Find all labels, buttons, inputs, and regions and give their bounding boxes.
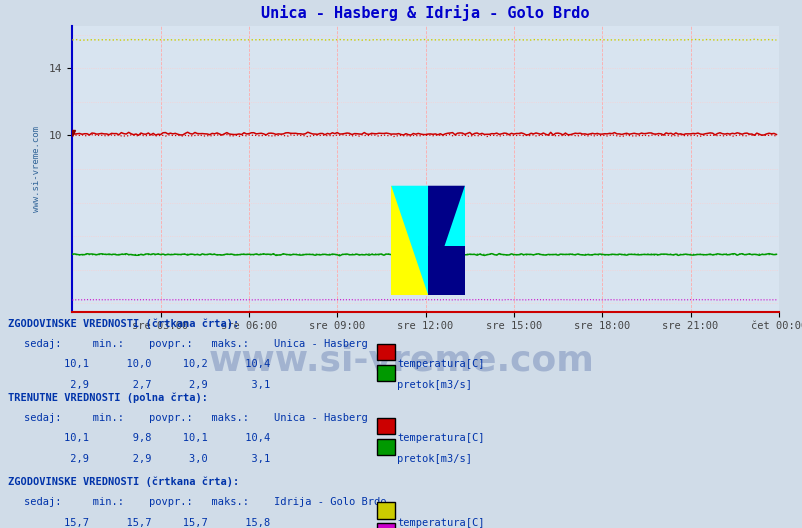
Polygon shape bbox=[427, 186, 464, 295]
Text: TRENUTNE VREDNOSTI (polna črta):: TRENUTNE VREDNOSTI (polna črta): bbox=[8, 392, 208, 402]
Text: ZGODOVINSKE VREDNOSTI (črtkana črta):: ZGODOVINSKE VREDNOSTI (črtkana črta): bbox=[8, 476, 239, 487]
Text: 10,1      10,0     10,2      10,4: 10,1 10,0 10,2 10,4 bbox=[64, 359, 270, 369]
Text: ZGODOVINSKE VREDNOSTI (črtkana črta):: ZGODOVINSKE VREDNOSTI (črtkana črta): bbox=[8, 318, 239, 328]
Text: 2,9       2,9      3,0       3,1: 2,9 2,9 3,0 3,1 bbox=[64, 454, 270, 464]
Text: www.si-vreme.com: www.si-vreme.com bbox=[31, 126, 41, 212]
Text: www.si-vreme.com: www.si-vreme.com bbox=[209, 344, 593, 378]
Text: sedaj:     min.:    povpr.:   maks.:    Unica - Hasberg: sedaj: min.: povpr.: maks.: Unica - Hasb… bbox=[24, 412, 367, 422]
Polygon shape bbox=[391, 186, 427, 295]
FancyBboxPatch shape bbox=[377, 344, 395, 360]
Text: 10,1       9,8     10,1      10,4: 10,1 9,8 10,1 10,4 bbox=[64, 433, 270, 443]
Title: Unica - Hasberg & Idrija - Golo Brdo: Unica - Hasberg & Idrija - Golo Brdo bbox=[261, 4, 589, 21]
Text: 15,7      15,7     15,7      15,8: 15,7 15,7 15,7 15,8 bbox=[64, 517, 270, 527]
FancyBboxPatch shape bbox=[377, 418, 395, 434]
Text: temperatura[C]: temperatura[C] bbox=[397, 359, 484, 369]
FancyBboxPatch shape bbox=[377, 523, 395, 528]
Bar bbox=[427, 246, 464, 295]
Text: sedaj:     min.:    povpr.:   maks.:    Unica - Hasberg: sedaj: min.: povpr.: maks.: Unica - Hasb… bbox=[24, 338, 367, 348]
Text: temperatura[C]: temperatura[C] bbox=[397, 433, 484, 443]
Text: temperatura[C]: temperatura[C] bbox=[397, 517, 484, 527]
Bar bbox=[427, 186, 464, 295]
Text: pretok[m3/s]: pretok[m3/s] bbox=[397, 454, 472, 464]
Text: pretok[m3/s]: pretok[m3/s] bbox=[397, 380, 472, 390]
FancyBboxPatch shape bbox=[377, 439, 395, 455]
Text: sedaj:     min.:    povpr.:   maks.:    Idrija - Golo Brdo: sedaj: min.: povpr.: maks.: Idrija - Gol… bbox=[24, 497, 386, 507]
Bar bbox=[391, 186, 427, 295]
FancyBboxPatch shape bbox=[377, 502, 395, 518]
FancyBboxPatch shape bbox=[377, 364, 395, 381]
Text: 2,9       2,7      2,9       3,1: 2,9 2,7 2,9 3,1 bbox=[64, 380, 270, 390]
